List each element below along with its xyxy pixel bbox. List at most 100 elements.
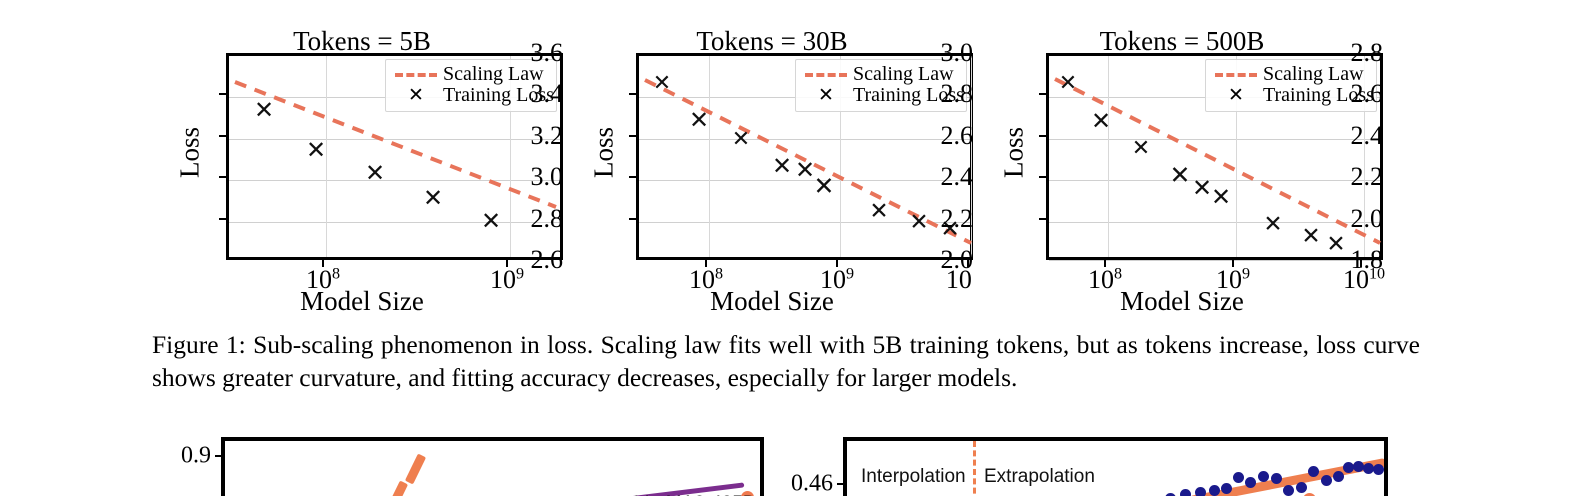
- y-tick-label: 1.8: [1350, 245, 1384, 274]
- x-tick-label: 1010: [1342, 265, 1386, 294]
- bottom-right-y-tick-mark: [837, 483, 845, 485]
- bottom-right-y-tick-label: 0.46: [791, 470, 833, 496]
- data-point-marker: ✕: [480, 206, 502, 235]
- chart-panel-tokens-30b: Tokens = 30B Loss ✕ ✕ ✕ ✕ ✕ ✕ ✕ ✕ ✕: [562, 0, 982, 320]
- y-tick-label: 3.0: [530, 162, 564, 192]
- y-tick-mark: [629, 176, 636, 179]
- scatter-point: [1180, 489, 1191, 496]
- y-tick-mark: [629, 217, 636, 220]
- scaling-law-line: [1054, 77, 1381, 245]
- x-tick-label: 108: [1087, 265, 1123, 294]
- model-annotation-label: LLaMA3-405B: [634, 493, 755, 496]
- legend-item-scaling-law: Scaling Law: [1213, 63, 1367, 85]
- scatter-point: [1271, 473, 1282, 484]
- data-point-marker: ✕: [909, 209, 929, 236]
- y-tick-mark: [629, 134, 636, 137]
- data-point-marker: ✕: [305, 136, 327, 165]
- y-tick-label: 2.4: [940, 162, 974, 192]
- plot-area: ✕ ✕ ✕ ✕ ✕ ✕ ✕ ✕ ✕ Scaling Law ✕ Training…: [1046, 53, 1383, 261]
- legend-label: Training Loss: [853, 84, 964, 106]
- x-tick-mark: [1104, 260, 1106, 267]
- figure-1-panels: Tokens = 5B Loss ✕ ✕ ✕ ✕ ✕: [174, 0, 1386, 320]
- scaling-law-line: [644, 78, 972, 245]
- y-axis-label: Loss: [174, 127, 205, 179]
- legend-label: Scaling Law: [1263, 63, 1364, 85]
- y-tick-label: 2.8: [530, 203, 564, 233]
- gridline: [1049, 138, 1380, 140]
- x-tick-label: 108: [305, 265, 341, 294]
- chart-legend: Scaling Law ✕ Training Loss: [795, 59, 967, 112]
- scatter-point: [1209, 485, 1220, 496]
- gridline: [229, 138, 560, 140]
- data-point-marker: ✕: [253, 95, 275, 124]
- x-tick-mark: [836, 260, 838, 267]
- bottom-left-y-tick-label: 0.9: [181, 442, 211, 469]
- chart-legend: Scaling Law ✕ Training Loss: [1205, 59, 1377, 112]
- bottom-right-plot-area: Interpolation Extrapolation: [843, 437, 1388, 496]
- legend-label: Scaling Law: [853, 63, 954, 85]
- data-point-marker: ✕: [1169, 160, 1191, 190]
- plot-area: ✕ ✕ ✕ ✕ ✕ Scaling Law ✕ Training Loss: [226, 53, 563, 260]
- y-tick-mark: [1039, 93, 1046, 96]
- chart-title: Tokens = 500B: [1099, 26, 1265, 56]
- legend-item-training-loss: ✕ Training Loss: [803, 84, 964, 106]
- scatter-point: [1373, 464, 1384, 475]
- gridline: [639, 138, 970, 140]
- gridline: [510, 56, 511, 257]
- gridline: [639, 221, 970, 223]
- data-point-marker: ✕: [1058, 70, 1078, 96]
- gridline: [971, 56, 972, 257]
- data-point-marker: ✕: [869, 198, 889, 225]
- y-tick-label: 2.0: [1350, 203, 1384, 233]
- y-tick-mark: [1039, 217, 1046, 220]
- legend-item-training-loss: ✕ Training Loss: [393, 84, 554, 106]
- scatter-point: [1233, 472, 1244, 483]
- gridline: [1364, 56, 1365, 257]
- figure-caption: Figure 1: Sub-scaling phenomenon in loss…: [152, 330, 1420, 392]
- y-tick-label: 3.2: [530, 120, 564, 150]
- data-point-dot: [741, 491, 754, 496]
- dashed-line-icon: [803, 72, 849, 77]
- data-point-marker: ✕: [688, 106, 710, 135]
- dashed-line-icon: [393, 72, 439, 77]
- scatter-point: [1245, 477, 1256, 488]
- y-tick-label: 3.6: [530, 38, 564, 67]
- scatter-point: [1343, 462, 1354, 473]
- y-tick-mark: [1039, 176, 1046, 179]
- y-tick-label: 2.2: [940, 203, 974, 233]
- scatter-point: [1165, 493, 1176, 496]
- gridline: [1049, 180, 1380, 182]
- legend-label: Training Loss: [1263, 84, 1374, 106]
- x-tick-label: 109: [1215, 265, 1251, 294]
- x-tick-label-clipped: 10: [945, 265, 972, 294]
- legend-item-scaling-law: Scaling Law: [803, 63, 957, 85]
- data-point-marker: ✕: [1263, 211, 1283, 238]
- gridline: [1049, 221, 1380, 223]
- x-tick-label: 109: [819, 265, 855, 294]
- bottom-left-y-tick-mark: [215, 455, 223, 457]
- data-point-marker: ✕: [422, 183, 444, 212]
- x-tick-mark: [705, 260, 707, 267]
- legend-item-scaling-law: Scaling Law: [393, 63, 547, 85]
- y-tick-mark: [219, 93, 226, 96]
- scatter-point: [1321, 475, 1332, 486]
- data-point-marker: ✕: [1191, 174, 1213, 203]
- gridline: [1236, 56, 1237, 257]
- data-point-marker: ✕: [731, 126, 751, 152]
- interpolation-extrapolation-divider: [973, 441, 976, 496]
- region-label-extrapolation: Extrapolation: [984, 466, 1095, 487]
- x-axis-label: Model Size: [1120, 286, 1244, 316]
- y-tick-mark: [629, 93, 636, 96]
- x-tick-mark: [1232, 260, 1234, 267]
- gridline: [229, 221, 560, 223]
- x-axis-label: Model Size: [300, 286, 424, 316]
- y-tick-label: 3.4: [530, 79, 564, 109]
- y-axis-label: Loss: [588, 127, 619, 179]
- y-tick-label: 2.2: [1350, 162, 1384, 192]
- y-tick-label: 2.0: [940, 245, 974, 274]
- data-point-marker: ✕: [771, 151, 793, 180]
- trend-dash-segment: [404, 453, 427, 485]
- y-axis-label: Loss: [998, 127, 1029, 179]
- trend-dash-segment: [386, 480, 409, 496]
- scatter-point: [1283, 485, 1294, 496]
